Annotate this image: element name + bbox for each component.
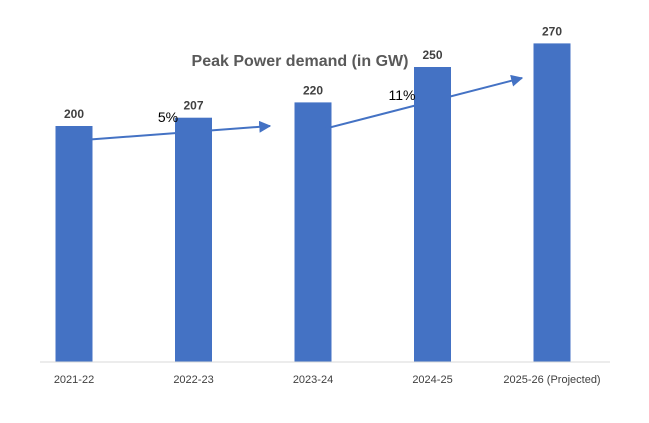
data-label-2021-22: 200	[64, 107, 84, 121]
data-label-2024-25: 250	[422, 48, 442, 62]
x-tick-label-2021-22: 2021-22	[54, 374, 94, 386]
data-label-2023-24: 220	[303, 83, 323, 97]
x-tick-label-2024-25: 2024-25	[412, 374, 452, 386]
bar-2021-22	[55, 126, 93, 362]
x-tick-label-2023-24: 2023-24	[293, 374, 333, 386]
bar-2024-25	[414, 67, 451, 362]
x-tick-label-2022-23: 2022-23	[173, 374, 213, 386]
x-tick-label-2025-26: 2025-26 (Projected)	[503, 374, 600, 386]
growth-annotation-5-percent: 5%	[158, 109, 178, 125]
bar-2023-24	[294, 102, 332, 363]
chart-title: Peak Power demand (in GW)	[192, 53, 409, 70]
growth-arrow-5-percent	[69, 120, 272, 142]
growth-annotation-11-percent: 11%	[389, 87, 416, 103]
bar-2025-26	[533, 43, 571, 363]
bar-2022-23	[175, 117, 212, 362]
growth-arrow-11-percent	[319, 74, 524, 131]
bars-group	[55, 43, 571, 363]
x-tick-labels-group: 2021-22 2022-23 2023-24 2024-25 2025-26 (Pro…	[54, 374, 601, 386]
data-labels-group: 200 207 220 250 270	[64, 24, 562, 121]
data-label-2025-26: 270	[542, 24, 562, 38]
data-label-2022-23: 207	[183, 99, 203, 113]
